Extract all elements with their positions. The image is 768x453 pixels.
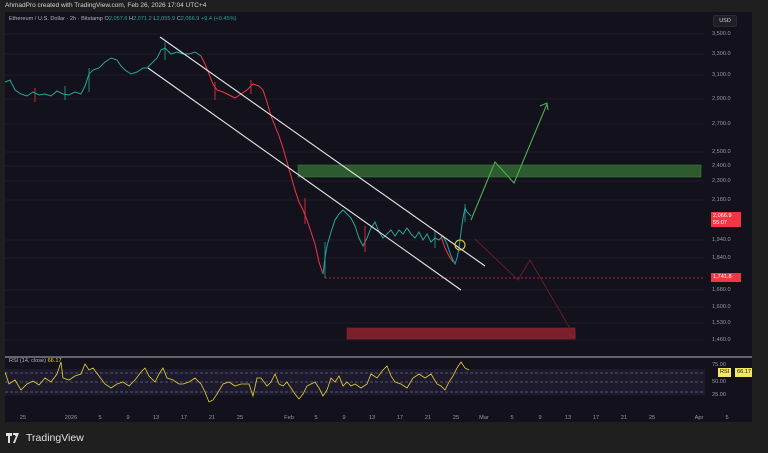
rsi-tick: 25.00 bbox=[712, 392, 726, 398]
attribution-header: AhmadPro created with TradingView.com, F… bbox=[5, 2, 207, 9]
time-tick: 17 bbox=[180, 415, 188, 421]
time-tick: 5 bbox=[725, 415, 729, 421]
time-tick: 21 bbox=[208, 415, 216, 421]
high-label: H bbox=[129, 16, 134, 22]
time-tick: 9 bbox=[538, 415, 542, 421]
last-price: 2,066.9 bbox=[713, 213, 732, 219]
tradingview-logo[interactable]: TradingView bbox=[6, 432, 84, 444]
time-tick: 25 bbox=[648, 415, 656, 421]
channel-lower-line[interactable] bbox=[147, 67, 462, 291]
breakout-circle[interactable] bbox=[454, 239, 466, 251]
time-tick: 9 bbox=[342, 415, 346, 421]
rsi-legend-value: 66.17 bbox=[47, 358, 62, 364]
time-tick: 5 bbox=[510, 415, 514, 421]
time-tick: 25 bbox=[236, 415, 244, 421]
bar-countdown: 55:07 bbox=[713, 219, 727, 226]
bearish-projection-path[interactable] bbox=[474, 238, 576, 338]
chart-frame[interactable]: Ethereum / U.S. Dollar · 2h · Bitstamp O… bbox=[5, 12, 752, 422]
last-price-tag: 2,066.9 55:07 bbox=[711, 212, 741, 227]
time-tick: 17 bbox=[592, 415, 600, 421]
time-tick: 21 bbox=[424, 415, 432, 421]
time-tick: 2026 bbox=[64, 415, 78, 421]
price-tick: 1,600.0 bbox=[712, 304, 731, 310]
rsi-tag-value: 66.17 bbox=[734, 368, 752, 377]
time-tick: 5 bbox=[98, 415, 102, 421]
symbol-name: Ethereum / U.S. Dollar · 2h · Bitstamp bbox=[9, 16, 103, 22]
candle-wicks bbox=[34, 42, 466, 278]
price-tick: 2,500.0 bbox=[712, 149, 731, 155]
time-tick: 25 bbox=[19, 415, 27, 421]
time-tick: Feb bbox=[284, 415, 294, 421]
price-tick: 1,460.0 bbox=[712, 337, 731, 343]
rsi-tick: 50.00 bbox=[712, 379, 726, 385]
time-tick: 13 bbox=[152, 415, 160, 421]
rsi-tag-label: RSI bbox=[718, 368, 732, 377]
price-tick: 2,400.0 bbox=[712, 163, 731, 169]
brand-name: TradingView bbox=[26, 432, 84, 444]
marked-level-tag: 1,741.8 bbox=[711, 273, 741, 282]
close-label: C bbox=[176, 16, 181, 22]
channel-upper-line[interactable] bbox=[159, 36, 486, 267]
bullish-projection-path[interactable] bbox=[470, 103, 548, 221]
price-grid bbox=[5, 33, 705, 341]
high-value: 2,071.2 bbox=[133, 16, 152, 22]
time-tick: 25 bbox=[452, 415, 460, 421]
bearish-arrowhead-icon bbox=[568, 332, 576, 339]
rsi-line bbox=[5, 361, 470, 403]
price-tick: 3,300.0 bbox=[712, 51, 731, 57]
price-tick: 1,530.0 bbox=[712, 320, 731, 326]
change-value: +9.4 (+0.45%) bbox=[200, 16, 237, 22]
price-tick: 2,180.0 bbox=[712, 197, 731, 203]
time-tick: Mar bbox=[479, 415, 489, 421]
time-tick: 13 bbox=[564, 415, 572, 421]
time-tick: 17 bbox=[396, 415, 404, 421]
chart-canvas[interactable] bbox=[5, 12, 752, 422]
rsi-legend: RSI (14, close) 66.17 bbox=[9, 358, 62, 364]
bearish-target-zone[interactable] bbox=[346, 327, 576, 340]
close-value: 2,066.9 bbox=[180, 16, 200, 22]
price-tick: 1,680.0 bbox=[712, 287, 731, 293]
price-tick: 1,940.0 bbox=[712, 237, 731, 243]
time-tick: 13 bbox=[368, 415, 376, 421]
tradingview-logo-icon bbox=[6, 433, 19, 443]
low-value: 2,055.9 bbox=[156, 16, 176, 22]
price-tick: 2,300.0 bbox=[712, 178, 731, 184]
low-label: L bbox=[153, 16, 157, 22]
symbol-legend: Ethereum / U.S. Dollar · 2h · Bitstamp O… bbox=[9, 16, 236, 22]
time-tick: 21 bbox=[620, 415, 628, 421]
time-tick: 5 bbox=[314, 415, 318, 421]
rsi-tick: 75.00 bbox=[712, 362, 726, 368]
bullish-arrowhead-icon bbox=[539, 102, 549, 111]
rsi-label: RSI (14, close) bbox=[9, 358, 46, 364]
price-tick: 3,500.0 bbox=[712, 31, 731, 37]
time-tick: Apr bbox=[694, 415, 704, 421]
price-tick: 1,840.0 bbox=[712, 255, 731, 261]
bullish-target-zone[interactable] bbox=[297, 164, 702, 178]
open-value: 2,057.6 bbox=[108, 16, 128, 22]
open-label: O bbox=[104, 16, 109, 22]
time-tick: 9 bbox=[126, 415, 130, 421]
rsi-levels bbox=[5, 372, 705, 393]
currency-button[interactable]: USD bbox=[713, 15, 737, 27]
price-tick: 2,700.0 bbox=[712, 121, 731, 127]
price-tick: 2,900.0 bbox=[712, 96, 731, 102]
price-tick: 3,100.0 bbox=[712, 72, 731, 78]
